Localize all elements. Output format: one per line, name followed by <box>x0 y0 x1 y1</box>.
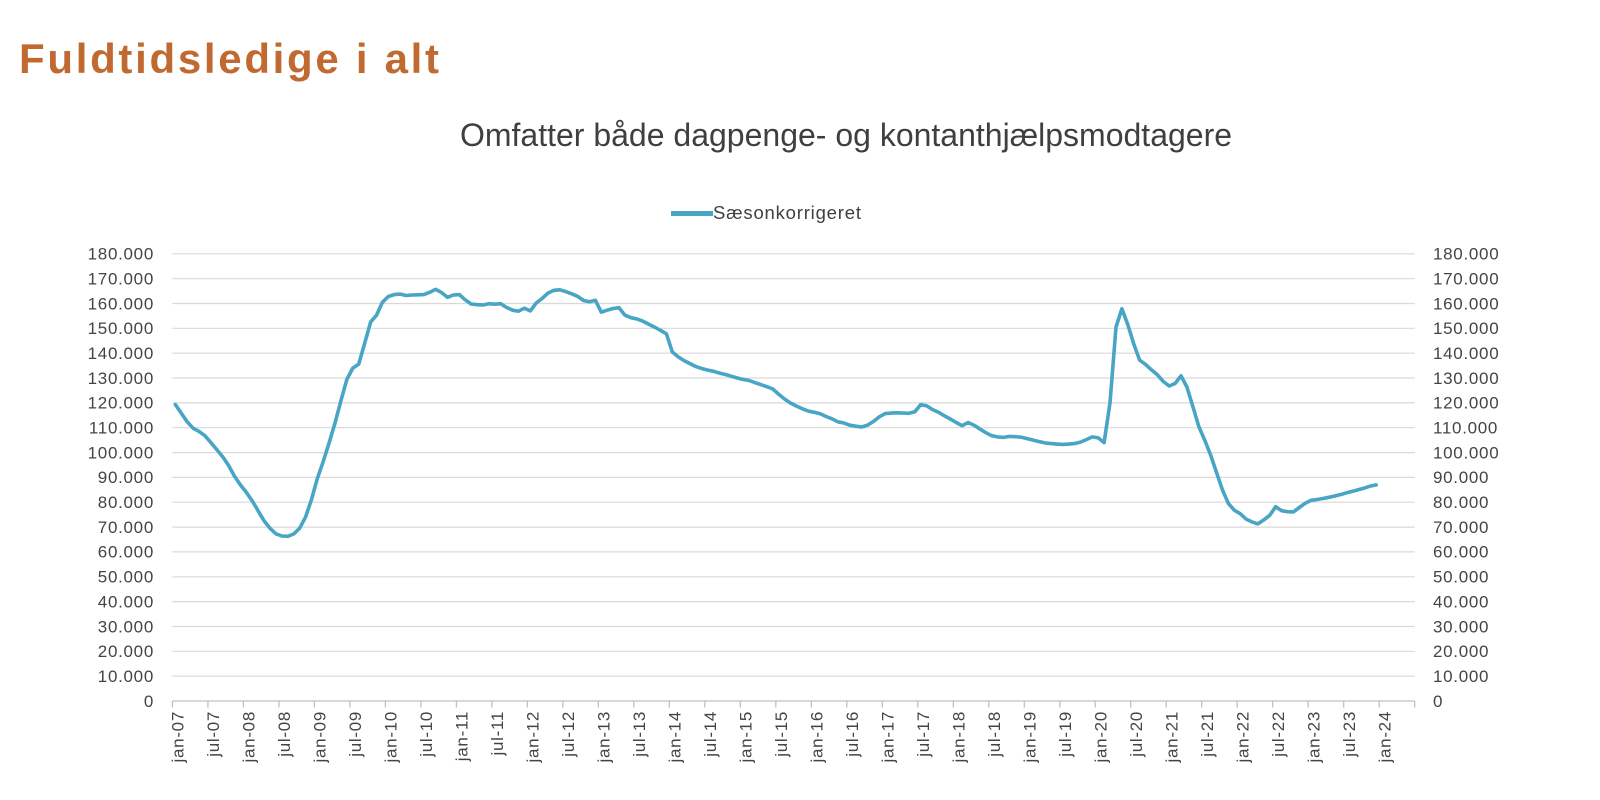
svg-text:jan-22: jan-22 <box>1233 711 1252 763</box>
svg-text:jul-17: jul-17 <box>914 711 933 758</box>
svg-text:120.000: 120.000 <box>1433 394 1499 413</box>
svg-text:jan-12: jan-12 <box>523 711 542 763</box>
svg-text:0: 0 <box>144 692 154 711</box>
svg-text:170.000: 170.000 <box>1433 270 1499 289</box>
svg-text:jul-16: jul-16 <box>843 711 862 758</box>
svg-text:110.000: 110.000 <box>89 419 154 438</box>
svg-text:140.000: 140.000 <box>1433 344 1499 363</box>
svg-text:jul-18: jul-18 <box>985 711 1004 758</box>
svg-text:110.000: 110.000 <box>1433 419 1498 438</box>
svg-text:0: 0 <box>1433 692 1443 711</box>
svg-text:150.000: 150.000 <box>1433 319 1499 338</box>
svg-text:100.000: 100.000 <box>1433 443 1499 462</box>
svg-text:jul-15: jul-15 <box>772 711 791 758</box>
svg-text:jan-23: jan-23 <box>1304 711 1323 763</box>
svg-text:130.000: 130.000 <box>88 369 154 388</box>
svg-text:jul-10: jul-10 <box>417 711 436 758</box>
svg-text:100.000: 100.000 <box>88 443 154 462</box>
svg-text:jul-08: jul-08 <box>275 711 294 758</box>
svg-text:160.000: 160.000 <box>88 294 154 313</box>
svg-text:40.000: 40.000 <box>1433 592 1489 611</box>
svg-text:jan-15: jan-15 <box>736 711 755 763</box>
svg-text:jul-12: jul-12 <box>559 711 578 758</box>
svg-text:20.000: 20.000 <box>1433 642 1489 661</box>
svg-text:20.000: 20.000 <box>98 642 154 661</box>
svg-text:40.000: 40.000 <box>98 592 154 611</box>
svg-text:jul-07: jul-07 <box>204 711 223 758</box>
svg-text:80.000: 80.000 <box>98 493 154 512</box>
svg-text:60.000: 60.000 <box>98 543 154 562</box>
svg-text:jan-14: jan-14 <box>665 711 684 763</box>
svg-text:170.000: 170.000 <box>88 270 154 289</box>
svg-text:jul-22: jul-22 <box>1269 711 1288 758</box>
svg-text:jul-20: jul-20 <box>1127 711 1146 758</box>
svg-text:150.000: 150.000 <box>88 319 154 338</box>
svg-text:jan-19: jan-19 <box>1020 711 1039 763</box>
svg-text:90.000: 90.000 <box>98 468 154 487</box>
svg-text:jul-23: jul-23 <box>1340 711 1359 758</box>
svg-text:10.000: 10.000 <box>98 667 154 686</box>
svg-text:70.000: 70.000 <box>98 518 154 537</box>
svg-text:50.000: 50.000 <box>1433 568 1489 587</box>
svg-text:jul-21: jul-21 <box>1198 711 1217 758</box>
svg-text:jan-09: jan-09 <box>310 711 329 763</box>
svg-text:10.000: 10.000 <box>1433 667 1489 686</box>
svg-text:jan-11: jan-11 <box>452 711 471 762</box>
svg-text:jan-08: jan-08 <box>239 711 258 763</box>
svg-text:160.000: 160.000 <box>1433 294 1499 313</box>
svg-text:90.000: 90.000 <box>1433 468 1489 487</box>
svg-text:140.000: 140.000 <box>88 344 154 363</box>
svg-text:30.000: 30.000 <box>1433 617 1489 636</box>
svg-text:jul-14: jul-14 <box>701 711 720 758</box>
svg-text:jan-13: jan-13 <box>594 711 613 763</box>
svg-text:jan-10: jan-10 <box>381 711 400 763</box>
svg-text:80.000: 80.000 <box>1433 493 1489 512</box>
svg-text:180.000: 180.000 <box>88 245 154 264</box>
svg-text:jan-18: jan-18 <box>949 711 968 763</box>
svg-text:120.000: 120.000 <box>88 394 154 413</box>
svg-text:jan-17: jan-17 <box>878 711 897 763</box>
svg-text:jul-19: jul-19 <box>1056 711 1075 758</box>
svg-text:jan-20: jan-20 <box>1091 711 1110 763</box>
svg-text:180.000: 180.000 <box>1433 245 1499 264</box>
svg-text:60.000: 60.000 <box>1433 543 1489 562</box>
svg-text:jul-13: jul-13 <box>630 711 649 758</box>
svg-text:130.000: 130.000 <box>1433 369 1499 388</box>
svg-text:jan-07: jan-07 <box>169 711 188 763</box>
svg-text:70.000: 70.000 <box>1433 518 1489 537</box>
svg-text:jan-21: jan-21 <box>1162 711 1181 763</box>
svg-text:jul-11: jul-11 <box>488 711 507 757</box>
svg-text:jan-24: jan-24 <box>1375 711 1394 763</box>
svg-text:30.000: 30.000 <box>98 617 154 636</box>
svg-text:jul-09: jul-09 <box>346 711 365 758</box>
svg-text:50.000: 50.000 <box>98 568 154 587</box>
svg-text:jan-16: jan-16 <box>807 711 826 763</box>
